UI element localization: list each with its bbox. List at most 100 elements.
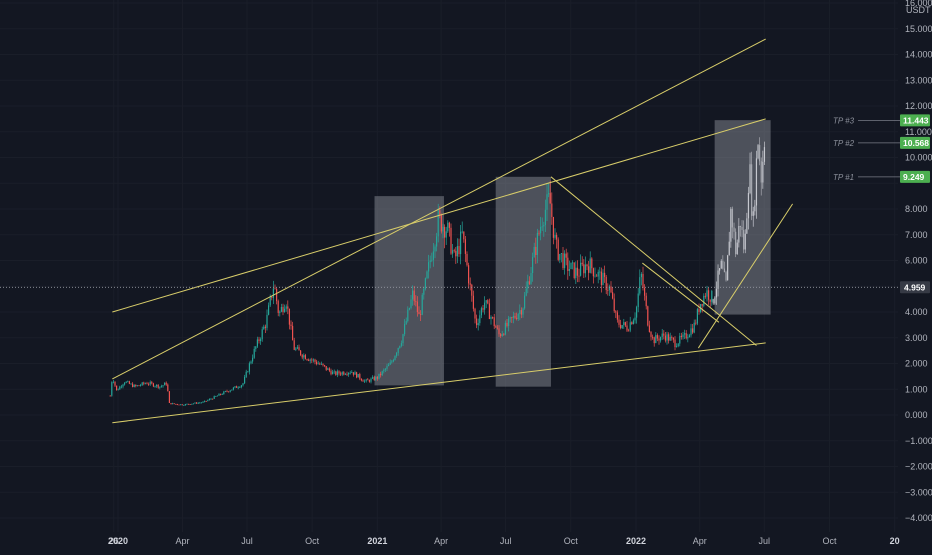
- price-candle: [180, 404, 182, 406]
- price-candle: [359, 374, 361, 379]
- price-candle: [680, 335, 683, 338]
- price-candle: [399, 345, 401, 349]
- price-candle: [215, 396, 217, 397]
- price-candle: [445, 231, 447, 238]
- projection-candle: [722, 260, 724, 269]
- price-candle: [565, 253, 567, 258]
- trend-lines: [112, 38, 794, 424]
- projection-candle: [746, 218, 748, 234]
- price-candle: [256, 339, 259, 347]
- price-candle: [135, 384, 137, 387]
- price-candle: [197, 402, 199, 404]
- price-candle: [274, 288, 276, 290]
- price-candle: [634, 317, 636, 321]
- price-candle: [351, 372, 353, 374]
- target-name: TP #3: [833, 116, 855, 125]
- price-candle: [623, 322, 625, 326]
- price-candle: [648, 325, 651, 332]
- y-tick-label: 11.000: [905, 127, 932, 137]
- price-candle: [237, 387, 239, 389]
- price-candle: [391, 361, 393, 363]
- price-candle: [589, 258, 591, 273]
- price-candle: [341, 372, 343, 375]
- price-axis[interactable]: USDT 16.000 15.000 14.000 13.000 12.000 11.00…: [905, 0, 932, 523]
- price-candle: [133, 384, 135, 387]
- x-tick-label: Jul: [500, 536, 512, 546]
- price-candle: [384, 368, 387, 370]
- price-candle: [325, 366, 327, 370]
- price-candle: [444, 226, 446, 238]
- price-candle: [244, 376, 246, 384]
- price-candle: [364, 380, 366, 382]
- price-candle: [440, 214, 443, 232]
- price-candle: [490, 317, 492, 319]
- price-candle: [381, 371, 383, 376]
- x-tick-label: Oct: [305, 536, 320, 546]
- price-candle: [328, 368, 331, 371]
- price-candle: [320, 363, 323, 365]
- price-candle: [188, 403, 190, 405]
- price-candle: [205, 400, 207, 402]
- price-candle: [405, 321, 407, 325]
- y-tick-label: 1.000: [905, 384, 928, 394]
- price-candle: [466, 253, 468, 266]
- price-candle: [252, 357, 254, 362]
- trend-line: [550, 176, 757, 346]
- price-candle: [122, 384, 124, 387]
- price-candle: [660, 337, 662, 341]
- price-candle: [527, 281, 529, 289]
- price-candle: [356, 372, 358, 378]
- price-candle: [109, 395, 111, 397]
- price-candle: [378, 373, 380, 379]
- price-candle: [239, 387, 241, 388]
- price-candle: [258, 339, 260, 341]
- price-candle: [295, 348, 297, 350]
- price-candle: [333, 371, 335, 373]
- price-candle: [664, 335, 667, 341]
- currency-label: USDT: [906, 5, 931, 15]
- price-candle: [500, 334, 502, 337]
- price-candle: [112, 381, 115, 383]
- price-candle: [602, 272, 604, 286]
- x-tick-label: Oct: [822, 536, 837, 546]
- price-candle: [471, 284, 473, 296]
- price-candle: [159, 386, 161, 388]
- price-candle: [464, 239, 467, 254]
- price-candle: [701, 304, 703, 306]
- price-candle: [370, 378, 372, 382]
- price-candle: [306, 359, 308, 361]
- price-candle: [287, 306, 289, 309]
- price-candle: [309, 359, 311, 361]
- price-candle: [138, 385, 140, 387]
- price-candle: [711, 290, 713, 302]
- price-candle: [522, 308, 524, 315]
- price-candle: [501, 334, 503, 337]
- price-candle: [136, 385, 139, 387]
- trend-line: [112, 342, 766, 424]
- y-tick-label: 16.000: [905, 0, 932, 8]
- price-candle: [690, 328, 692, 336]
- price-candle: [141, 382, 143, 386]
- price-candle: [583, 264, 585, 274]
- price-candle: [298, 347, 300, 351]
- price-candle: [117, 389, 119, 391]
- price-candle: [376, 376, 379, 379]
- price-candle: [450, 227, 452, 254]
- price-candle: [533, 246, 535, 258]
- price-candle: [632, 320, 635, 325]
- projection-candle: [754, 205, 756, 212]
- x-tick-label: 2021: [367, 536, 387, 546]
- price-candle: [172, 403, 174, 405]
- price-candle: [613, 298, 615, 312]
- price-candle: [336, 371, 339, 375]
- price-candle: [362, 380, 364, 382]
- price-candle: [477, 323, 479, 326]
- x-tick-label: 2022: [626, 536, 646, 546]
- price-candle: [528, 281, 531, 284]
- price-candle: [655, 335, 657, 344]
- price-candle: [388, 364, 390, 367]
- price-candle: [575, 267, 577, 279]
